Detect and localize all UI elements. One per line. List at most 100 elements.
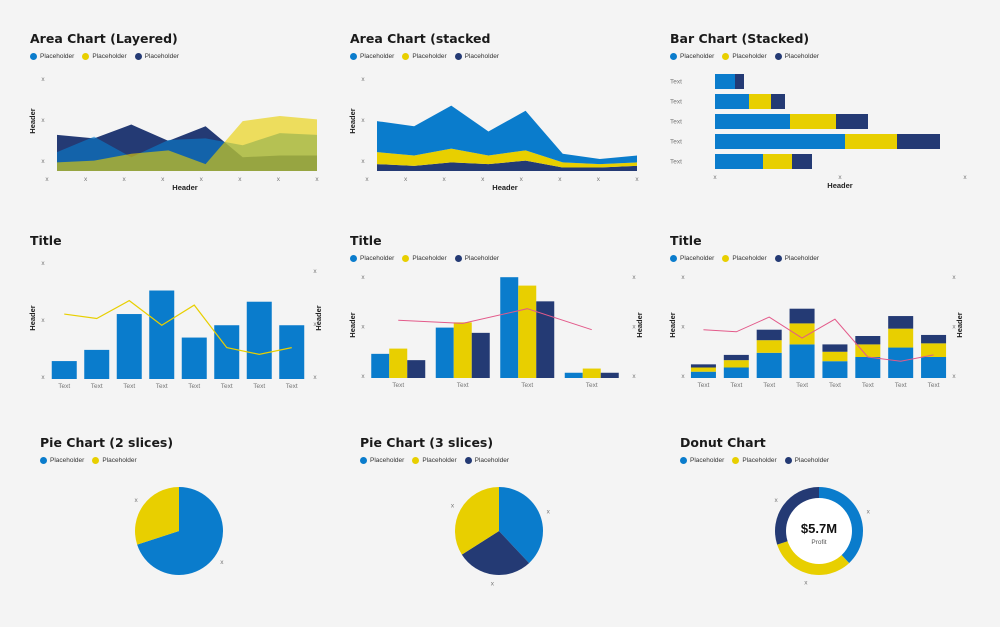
y-tick-label: x [361,76,365,83]
chart-legend: Placeholder Placeholder Placeholder [350,51,650,61]
legend-item: Placeholder [360,456,404,464]
grouped-bar-line-chart-panel: Title Placeholder Placeholder Placeholder … [348,233,650,403]
area-chart-stacked-panel: Area Chart (stacked Placeholder Placehold… [348,31,650,201]
pie-slice [461,531,530,575]
bar [116,314,142,379]
bar [51,361,77,379]
bar-segment [845,134,897,149]
x-tick-label: x [558,176,562,183]
x-tick-label: x [45,176,49,183]
category-label: Text [697,382,709,389]
bar [518,285,537,378]
bar-chart-stacked-panel: Bar Chart (Stacked) Placeholder Placehold… [670,31,980,201]
bar-segment [822,361,848,378]
bar-segment [690,367,716,372]
bar-segment [855,357,881,378]
legend-swatch [92,456,100,464]
bar-segment [690,364,716,368]
legend-item: Placeholder [464,456,509,464]
bar [600,372,619,378]
y2-axis-label: Header [635,312,644,338]
legend-swatch [464,456,472,464]
pie-chart-3-slices-panel: Pie Chart (3 slices) Placeholder Placehol… [360,435,650,615]
bar-segment [921,334,947,344]
y-tick-label: x [41,117,45,124]
chart-title: Bar Chart (Stacked) [670,31,810,46]
category-label: Text [188,383,200,390]
legend-swatch [350,254,357,262]
x-tick-label: x [520,176,524,183]
donut-hole [786,498,852,564]
y-axis-label: Header [668,312,677,338]
y2-tick-label: x [952,274,956,281]
legend-label: Placeholder [474,456,509,464]
pie-chart-2-slices: xx [134,487,224,575]
legend-item: Placeholder [92,456,137,464]
legend-item: Placeholder [774,52,819,60]
x-tick-label: x [161,176,165,183]
x-tick-label: x [365,176,369,183]
area-series [377,148,637,168]
legend-item: Placeholder [722,52,767,60]
bar-segment [790,114,836,129]
y-tick-label: x [41,76,45,83]
bar [389,348,408,378]
slice-label: x [867,508,871,515]
category-label: Text [156,383,168,390]
bar [407,360,426,378]
bar [435,327,454,378]
bar [84,349,110,379]
slice-label: x [804,579,808,586]
legend-item: Placeholder [670,254,714,262]
legend-item: Placeholder [350,52,395,60]
slice-label: x [451,502,455,509]
y-tick-label: x [361,274,365,281]
bar-segment [822,344,848,352]
pie-slice [137,487,224,575]
chart-title: Pie Chart (3 slices) [360,435,494,450]
legend-swatch [454,52,462,60]
legend-item: Placeholder [680,456,724,464]
y-tick-label: x [681,274,685,281]
category-label: Text [763,382,775,389]
category-label: Text [670,139,682,146]
legend-swatch [774,254,782,262]
y2-tick-label: x [632,274,636,281]
legend-label: Placeholder [144,52,179,60]
bar-segment [855,344,881,357]
bar-segment [735,74,744,89]
legend-label: Placeholder [360,52,395,60]
category-label: Text [829,382,841,389]
legend-swatch [732,456,740,464]
bar-segment [888,347,914,378]
x-axis-label: Header [827,181,853,190]
bar-segment [921,357,947,378]
legend-swatch [722,52,730,60]
x-tick-label: x [123,176,127,183]
y-tick-label: x [681,373,685,380]
category-label: Text [392,382,404,389]
legend-label: Placeholder [680,52,715,60]
x-tick-label: x [481,176,485,183]
center-value: $5.7M [801,521,837,536]
pie-slice [135,487,179,545]
legend-swatch [722,254,730,262]
y-tick-label: x [361,373,365,380]
x-tick-label: x [635,176,639,183]
slice-label: x [134,497,138,504]
category-label: Text [253,383,265,390]
category-label: Text [928,382,940,389]
bar-segment [715,134,845,149]
y2-tick-label: x [313,321,317,328]
y2-tick-label: x [952,373,956,380]
category-label: Text [670,99,682,106]
legend-item: Placeholder [454,52,499,60]
legend-label: Placeholder [50,456,85,464]
legend-label: Placeholder [742,456,777,464]
legend-label: Placeholder [40,52,75,60]
bar-segment [723,367,749,378]
chart-legend: Placeholder Placeholder Placeholder [680,455,970,465]
y-tick-label: x [361,324,365,331]
